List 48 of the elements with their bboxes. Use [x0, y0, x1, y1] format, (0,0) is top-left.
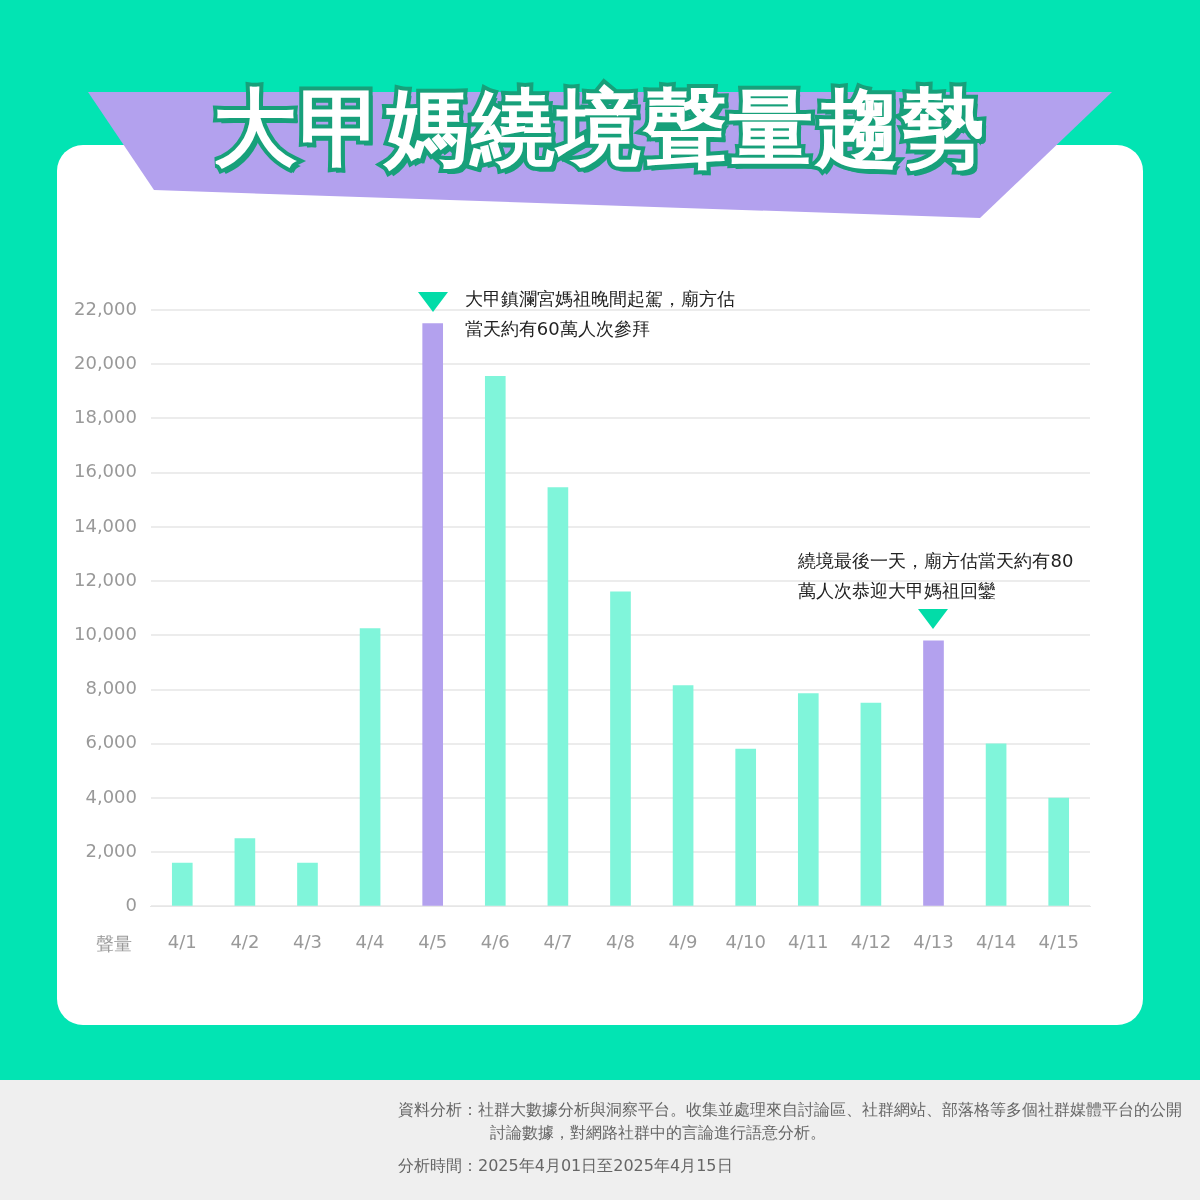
y-axis-title: 聲量: [95, 932, 132, 957]
text: 資料分析：社群大數據分析與洞察平台。收集並處理來自討論區、社群網站、部落格等多個社群媒體平台的公開討論數據，對網路社群中的言論進行語意分析。: [398, 1099, 1183, 1144]
x-tick-label: 4/9: [668, 930, 698, 952]
x-tick-label: 4/15: [1038, 930, 1079, 952]
y-tick-label: 4,000: [85, 785, 137, 807]
y-tick-label: 6,000: [85, 731, 137, 753]
annotation: 大甲鎮瀾宮媽祖晚間起駕，廟方估當天約有60萬人次參拜: [464, 286, 736, 341]
y-tick-label: 20,000: [74, 351, 137, 373]
bar: [359, 628, 381, 906]
bar: [547, 487, 569, 906]
bar: [923, 640, 944, 906]
y-tick-label: 12,000: [74, 568, 137, 590]
x-tick-label: 4/7: [543, 930, 573, 952]
x-tick-label: 4/5: [418, 930, 448, 952]
bar: [797, 693, 819, 906]
bar: [985, 743, 1007, 906]
y-tick-label: 18,000: [74, 406, 137, 428]
x-tick-label: 4/1: [167, 930, 197, 952]
bar: [735, 748, 757, 906]
y-tick-label: 22,000: [74, 297, 137, 319]
bar: [297, 862, 318, 906]
x-tick-label: 4/4: [355, 930, 385, 952]
bar: [672, 685, 694, 906]
x-tick-label: 4/6: [480, 930, 510, 952]
bar: [1048, 797, 1070, 906]
x-tick-label: 4/11: [788, 930, 829, 952]
y-tick-label: 10,000: [74, 622, 137, 644]
x-tick-label: 4/14: [975, 930, 1017, 952]
bar: [860, 702, 882, 906]
y-tick-label: 2,000: [85, 839, 137, 861]
x-tick-label: 4/13: [913, 930, 954, 952]
annotation: 繞境最後一天，廟方估當天約有80萬人次恭迎大甲媽祖回鑾: [798, 548, 1074, 603]
y-tick-label: 16,000: [74, 460, 137, 482]
y-tick-label: 8,000: [85, 677, 137, 699]
bar: [422, 323, 444, 906]
x-tick-label: 4/2: [230, 930, 260, 952]
bar: [234, 838, 256, 906]
y-tick-label: 0: [125, 894, 137, 916]
y-tick-label: 14,000: [74, 514, 137, 536]
bar: [484, 376, 506, 906]
bar: [610, 591, 631, 906]
bar: [171, 862, 193, 906]
x-tick-label: 4/12: [850, 930, 892, 952]
x-tick-label: 4/3: [293, 930, 322, 952]
x-tick-label: 4/10: [725, 930, 766, 952]
chart-title: 大甲媽繞境聲量趨勢: [212, 78, 988, 179]
text: 分析時間：2025年4月01日至2025年4月15日: [398, 1155, 734, 1177]
x-tick-label: 4/8: [606, 930, 635, 952]
